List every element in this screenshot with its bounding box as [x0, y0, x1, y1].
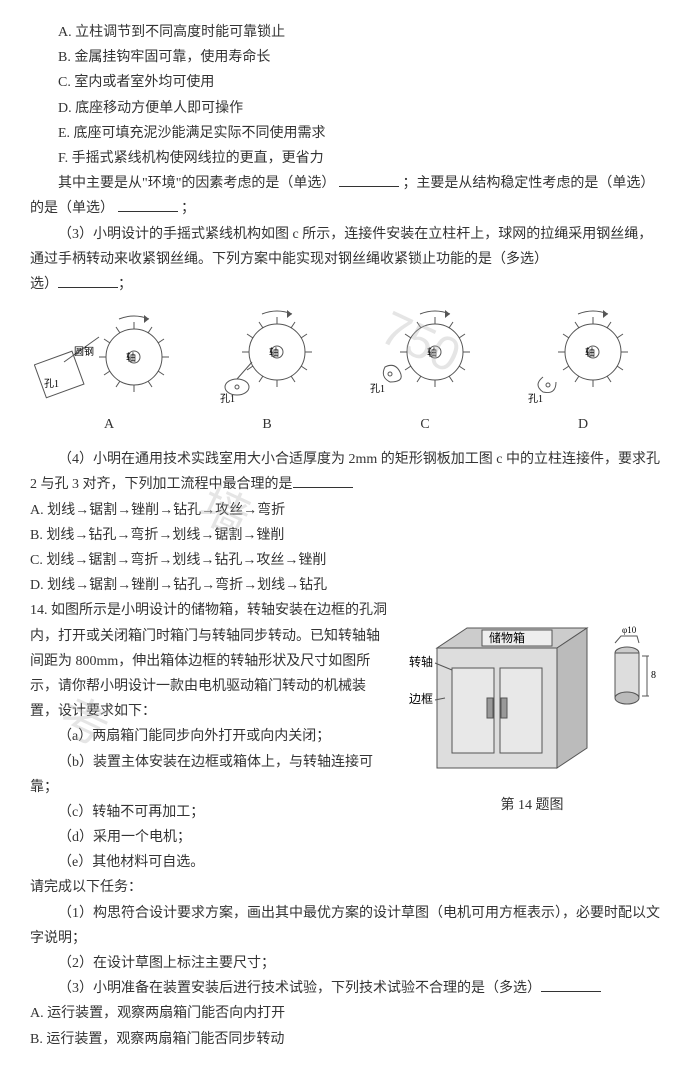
box-title: 储物箱 [489, 630, 525, 645]
frame-label: 边框 [409, 692, 433, 706]
q13-2-prompt: 其中主要是从"环境"的因素考虑的是（单选） ；主要是从结构稳定性考虑的是（单选） [30, 171, 662, 196]
q14-figure: 储物箱 转轴 边框 8 φ10 第 14 题图 [402, 598, 662, 818]
gear-label-d: D [578, 412, 588, 437]
option-13-4-c: C. 划线→锯割→弯折→划线→钻孔→攻丝→锉削 [30, 548, 662, 573]
figure-caption: 第 14 题图 [402, 793, 662, 818]
q13-3: （3）小明设计的手摇式紧线机构如图 c 所示，连接件安装在立柱杆上，球网的拉绳采… [30, 222, 662, 272]
fill-blank[interactable] [118, 197, 178, 212]
svg-text:孔1: 孔1 [528, 393, 543, 405]
q14-req-d: （d）采用一个电机； [30, 825, 662, 850]
fill-blank[interactable] [293, 473, 353, 488]
q13-3-end: ； [118, 277, 132, 292]
option-13-4-a: A. 划线→锯割→锉削→钻孔→攻丝→弯折 [30, 498, 662, 523]
svg-text:φ10: φ10 [622, 625, 637, 635]
svg-text:孔1: 孔1 [220, 393, 235, 405]
q13-2-prompt-line2: 的是（单选） ； [30, 196, 662, 221]
q14-task-2: （2）在设计草图上标注主要尺寸； [30, 951, 662, 976]
gear-diagram-row: 圆钢 孔1 轴 A [30, 307, 662, 437]
gear-a: 圆钢 孔1 轴 A [34, 307, 184, 437]
label-round-steel: 圆钢 [74, 345, 94, 358]
gear-b-svg: 轴 孔1 [202, 307, 332, 407]
svg-text:8: 8 [651, 670, 656, 681]
label-hole: 孔1 [44, 378, 59, 390]
prompt-text-b: ；主要是从结构稳定性考虑的是（单选） [402, 176, 654, 191]
q14-section: 储物箱 转轴 边框 8 φ10 第 14 题图 14. 如图所示是小明设计的储物… [30, 598, 662, 875]
prompt-cont: 的是（单选） [30, 201, 114, 216]
svg-text:轴: 轴 [126, 351, 136, 364]
q13-4: （4）小明在通用技术实践室用大小合适厚度为 2mm 的矩形钢板加工图 c 中的立… [30, 447, 662, 497]
gear-b: 轴 孔1 B [192, 307, 342, 437]
gear-label-c: C [420, 412, 429, 437]
q14-task-1: （1）构思符合设计要求方案，画出其中最优方案的设计草图（电机可用方框表示），必要… [30, 901, 662, 951]
gear-c-svg: 轴 孔1 [360, 307, 490, 407]
prompt-end: ； [181, 201, 195, 216]
gear-c: 轴 孔1 C [350, 307, 500, 437]
gear-a-svg: 圆钢 孔1 轴 [34, 307, 184, 407]
q14-opt-b: B. 运行装置，观察两扇箱门能否同步转动 [30, 1027, 662, 1052]
axis-label: 转轴 [409, 654, 433, 669]
svg-text:轴: 轴 [269, 346, 279, 359]
option-c: C. 室内或者室外均可使用 [30, 70, 662, 95]
svg-text:轴: 轴 [427, 346, 437, 359]
q14-tasks-intro: 请完成以下任务： [30, 875, 662, 900]
fill-blank[interactable] [541, 977, 601, 992]
q14-req-e: （e）其他材料可自选。 [30, 850, 662, 875]
gear-label-b: B [262, 412, 271, 437]
storage-box-svg: 储物箱 转轴 边框 8 φ10 [407, 598, 657, 788]
fill-blank[interactable] [339, 172, 399, 187]
q14-task-3-text: （3）小明准备在装置安装后进行技术试验，下列技术试验不合理的是（多选） [58, 981, 541, 996]
fill-blank[interactable] [58, 273, 118, 288]
q13-3-blank-line: 选）； [30, 272, 662, 297]
option-f: F. 手摇式紧线机构使网线拉的更直，更省力 [30, 146, 662, 171]
gear-d: 轴 孔1 D [508, 307, 658, 437]
prompt-text-a: 其中主要是从"环境"的因素考虑的是（单选） [58, 176, 335, 191]
option-a: A. 立柱调节到不同高度时能可靠锁止 [30, 20, 662, 45]
q14-opt-a: A. 运行装置，观察两扇箱门能否向内打开 [30, 1001, 662, 1026]
q13-3-text: （3）小明设计的手摇式紧线机构如图 c 所示，连接件安装在立柱杆上，球网的拉绳采… [30, 227, 652, 267]
svg-text:孔1: 孔1 [370, 383, 385, 395]
gear-d-svg: 轴 孔1 [518, 307, 648, 407]
option-13-4-d: D. 划线→锯割→锉削→钻孔→弯折→划线→钻孔 [30, 573, 662, 598]
option-13-4-b: B. 划线→钻孔→弯折→划线→锯割→锉削 [30, 523, 662, 548]
svg-text:轴: 轴 [585, 346, 595, 359]
option-b: B. 金属挂钩牢固可靠，使用寿命长 [30, 45, 662, 70]
option-e: E. 底座可填充泥沙能满足实际不同使用需求 [30, 121, 662, 146]
option-d: D. 底座移动方便单人即可操作 [30, 96, 662, 121]
gear-label-a: A [104, 412, 114, 437]
